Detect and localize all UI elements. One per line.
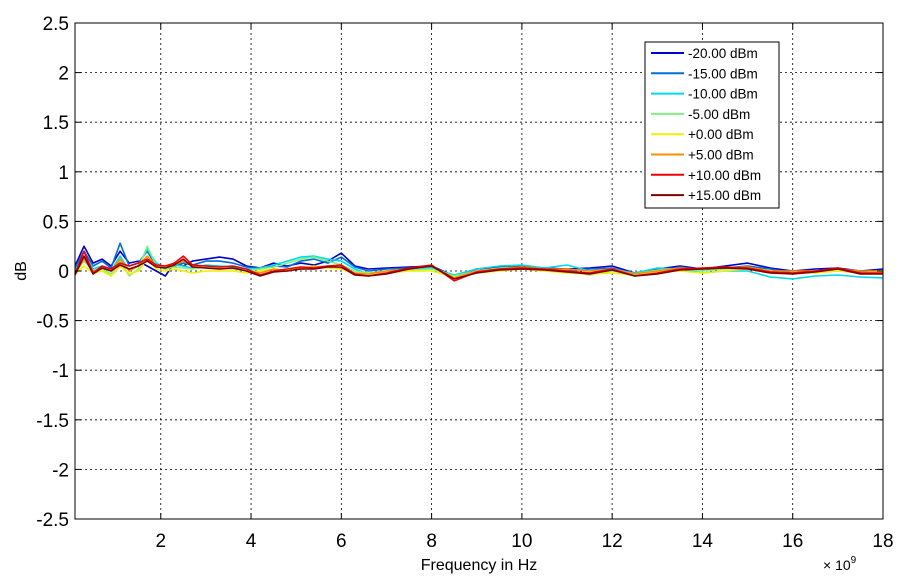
y-tick-label: -2.5 bbox=[36, 510, 69, 531]
legend-box bbox=[644, 41, 780, 209]
y-tick-label: 1.5 bbox=[43, 113, 69, 134]
legend-label: +15.00 dBm bbox=[688, 188, 761, 203]
legend-label: -5.00 dBm bbox=[688, 107, 750, 122]
y-tick-label: -2 bbox=[52, 460, 69, 481]
legend-label: +0.00 dBm bbox=[688, 127, 754, 142]
y-tick-label: 0.5 bbox=[43, 212, 69, 233]
legend-entry: +5.00 dBm bbox=[651, 148, 754, 163]
y-tick-label: 2.5 bbox=[43, 14, 69, 35]
x-tick-label: 18 bbox=[872, 531, 893, 552]
x-multiplier-exponent: 9 bbox=[851, 555, 857, 566]
x-tick-label: 2 bbox=[155, 531, 166, 552]
y-tick-label: 1 bbox=[58, 163, 69, 184]
legend: -20.00 dBm -15.00 dBm -10.00 dBm -5.00 dBm +… bbox=[644, 41, 780, 209]
series-line bbox=[74, 245, 884, 277]
legend-label: +10.00 dBm bbox=[688, 168, 761, 183]
legend-label: +5.00 dBm bbox=[688, 148, 754, 163]
x-tick-label: 10 bbox=[511, 531, 532, 552]
legend-label: -15.00 dBm bbox=[688, 66, 758, 81]
y-axis-label: dB bbox=[13, 261, 30, 281]
x-tick-label: 6 bbox=[336, 531, 347, 552]
legend-label: -20.00 dBm bbox=[688, 46, 758, 61]
legend-items: -20.00 dBm -15.00 dBm -10.00 dBm -5.00 dBm +… bbox=[651, 46, 761, 203]
x-tick-label: 14 bbox=[692, 531, 714, 552]
y-tick-label: -1 bbox=[52, 361, 69, 382]
legend-entry: -15.00 dBm bbox=[651, 66, 758, 81]
series-lines bbox=[74, 242, 884, 282]
y-tick-label: 2 bbox=[58, 64, 69, 85]
series-line bbox=[74, 255, 883, 280]
x-tick-label: 4 bbox=[246, 531, 257, 552]
y-tick-label: 0 bbox=[58, 262, 69, 283]
y-tick-label: -0.5 bbox=[36, 312, 69, 333]
legend-label: -10.00 dBm bbox=[688, 87, 758, 102]
x-tick-label: 8 bbox=[426, 531, 437, 552]
x-multiplier-label: × 109 bbox=[823, 555, 857, 573]
legend-entry: +15.00 dBm bbox=[651, 188, 761, 203]
legend-entry: +10.00 dBm bbox=[651, 168, 761, 183]
x-tick-label: 12 bbox=[602, 531, 623, 552]
series-line bbox=[74, 250, 883, 282]
legend-entry: -5.00 dBm bbox=[651, 107, 750, 122]
x-tick-label: 16 bbox=[782, 531, 803, 552]
legend-entry: -20.00 dBm bbox=[651, 46, 758, 61]
y-tick-label: -1.5 bbox=[36, 411, 69, 432]
legend-entry: +0.00 dBm bbox=[651, 127, 754, 142]
legend-entry: -10.00 dBm bbox=[651, 87, 758, 102]
x-axis-label: Frequency in Hz bbox=[421, 557, 538, 574]
x-multiplier-base: × 10 bbox=[823, 557, 851, 573]
axis-ticks: 2 4 6 8 10 12 14 16 18 2.5 2 1.5 1 0.5 0 -0.5 -1 -1.5 -2 -2… bbox=[36, 14, 893, 552]
